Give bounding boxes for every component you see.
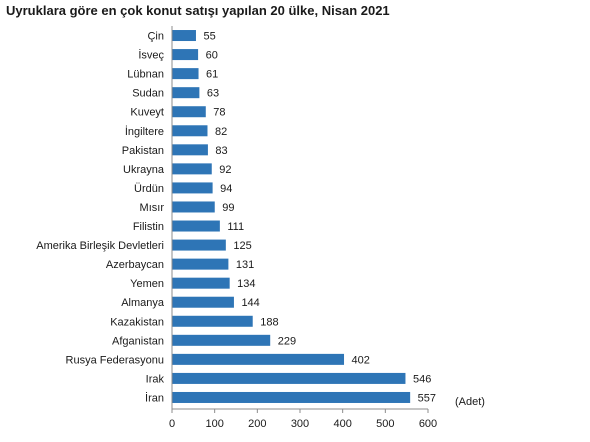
value-label: 83	[215, 145, 227, 157]
bar	[172, 106, 206, 118]
bar	[172, 239, 226, 251]
bar	[172, 163, 212, 175]
bar	[172, 68, 199, 80]
x-tick-label: 200	[248, 418, 266, 430]
category-label: Kuveyt	[130, 107, 164, 119]
value-label: 60	[206, 50, 218, 62]
bar	[172, 277, 230, 289]
bar	[172, 391, 411, 403]
value-label: 402	[352, 354, 370, 366]
category-label: Irak	[146, 373, 165, 385]
x-tick-label: 600	[419, 418, 437, 430]
bar	[172, 296, 234, 308]
bar	[172, 258, 229, 270]
bar	[172, 220, 220, 232]
category-label: Lübnan	[127, 69, 164, 81]
bar	[172, 87, 200, 99]
category-label: İran	[145, 391, 164, 404]
category-label: Yemen	[130, 278, 164, 290]
value-label: 557	[418, 392, 436, 404]
value-label: 92	[219, 164, 231, 176]
category-label: Pakistan	[122, 145, 164, 157]
category-label: Sudan	[132, 88, 164, 100]
category-label: İngiltere	[125, 125, 164, 138]
chart-title: Uyruklara göre en çok konut satışı yapıl…	[6, 3, 390, 18]
value-label: 94	[220, 183, 232, 195]
x-tick-label: 300	[291, 418, 309, 430]
bar	[172, 353, 345, 365]
category-label: Amerika Birleşik Devletleri	[36, 240, 164, 252]
category-label: Ukrayna	[123, 164, 165, 176]
bar	[172, 334, 271, 346]
value-label: 99	[222, 202, 234, 214]
bar	[172, 125, 208, 137]
bar	[172, 315, 253, 327]
category-label: Filistin	[133, 221, 164, 233]
value-label: 131	[236, 259, 254, 271]
category-label: Kazakistan	[110, 316, 164, 328]
value-label: 546	[413, 373, 431, 385]
x-tick-label: 0	[169, 418, 175, 430]
value-label: 82	[215, 126, 227, 138]
value-label: 111	[227, 221, 244, 233]
bar	[172, 182, 213, 194]
value-label: 55	[203, 31, 215, 43]
value-label: 188	[260, 316, 278, 328]
bar	[172, 372, 406, 384]
value-label: 134	[237, 278, 255, 290]
value-label: 229	[278, 335, 296, 347]
category-label: Ürdün	[134, 183, 164, 195]
category-label: Mısır	[140, 202, 165, 214]
x-tick-label: 500	[376, 418, 394, 430]
bar	[172, 49, 199, 61]
value-label: 61	[206, 69, 218, 81]
category-label: Afganistan	[112, 335, 164, 347]
x-tick-label: 400	[333, 418, 351, 430]
value-label: 125	[233, 240, 251, 252]
bar	[172, 30, 196, 42]
unit-label: (Adet)	[455, 396, 485, 408]
category-label: Çin	[147, 31, 164, 43]
category-label: Almanya	[121, 297, 165, 309]
category-label: Rusya Federasyonu	[66, 354, 164, 366]
x-tick-label: 100	[205, 418, 223, 430]
value-label: 63	[207, 88, 219, 100]
value-label: 78	[213, 107, 225, 119]
category-label: İsveç	[138, 49, 164, 62]
category-label: Azerbaycan	[106, 259, 164, 271]
bar	[172, 201, 215, 213]
bar	[172, 144, 208, 156]
value-label: 144	[241, 297, 259, 309]
